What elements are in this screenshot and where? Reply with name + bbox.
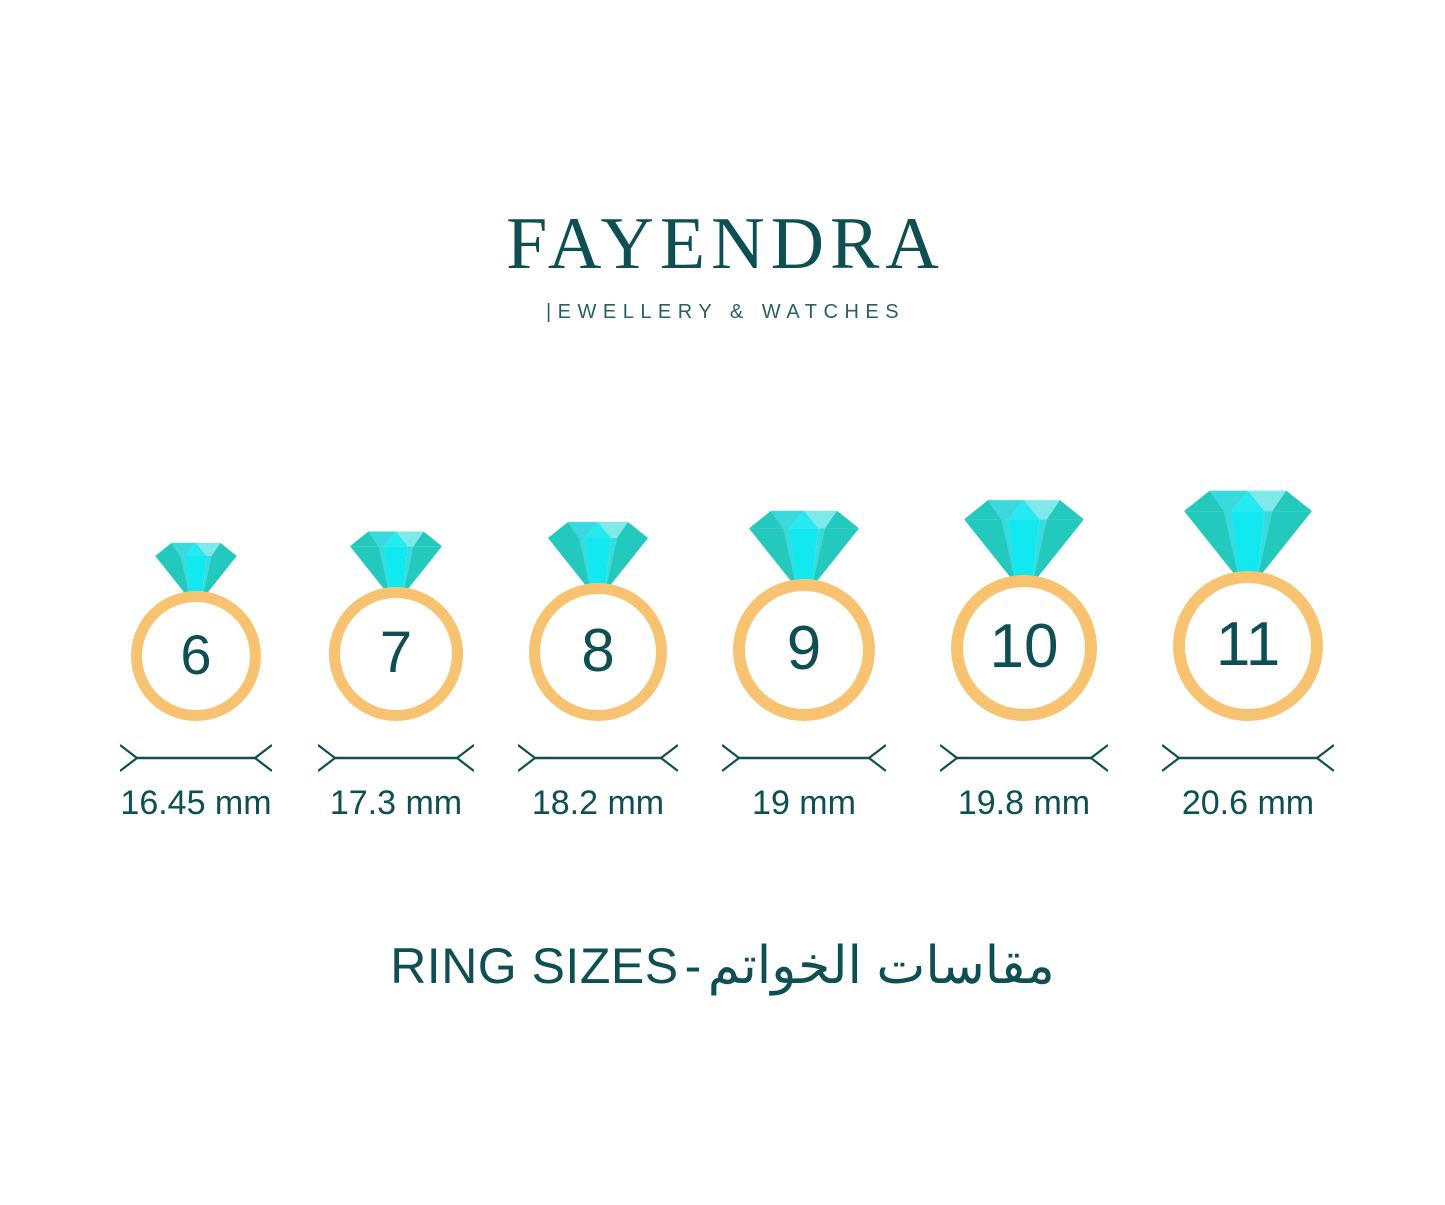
- ring-band: 8: [529, 583, 667, 721]
- diamond-gem-icon: [749, 510, 859, 588]
- ring-illustration: 6: [131, 538, 261, 721]
- ring-illustration: 11: [1173, 483, 1323, 721]
- ring-band: 9: [733, 579, 875, 721]
- dimension-arrow-line: [120, 744, 272, 772]
- diamond-gem-icon: [155, 542, 237, 600]
- diamond-gem-icon: [548, 522, 648, 592]
- dimension-arrow-line: [722, 744, 886, 772]
- ring-diameter-dimension: 19.8 mm: [940, 741, 1108, 820]
- page-title-english: RING SIZES: [390, 938, 679, 994]
- ring-size-item[interactable]: 11 20.6 mm: [1118, 483, 1378, 820]
- diamond-gem-icon: [964, 500, 1084, 584]
- ring-size-row: 6 16.45 mm: [0, 440, 1445, 820]
- ring-size-item[interactable]: 8 18.2 mm: [468, 516, 728, 820]
- dimension-arrow-line: [940, 744, 1108, 772]
- ring-illustration: 8: [529, 516, 667, 721]
- ring-band: 6: [131, 591, 261, 721]
- ring-illustration: 10: [951, 493, 1097, 721]
- ring-size-item[interactable]: 7 17.3 mm: [266, 526, 526, 820]
- ring-size-item[interactable]: 6 16.45 mm: [66, 538, 326, 820]
- dimension-arrow-line: [318, 744, 474, 772]
- ring-size-number: 9: [786, 614, 822, 683]
- brand-name: FAYENDRA: [506, 203, 945, 285]
- diamond-gem-icon: [350, 531, 442, 596]
- ring-diameter-label: 18.2 mm: [531, 784, 665, 822]
- diamond-gem-icon: [1184, 490, 1312, 580]
- dimension-arrow-line: [518, 744, 678, 772]
- ring-band: 11: [1173, 571, 1323, 721]
- ring-diameter-dimension: 16.45 mm: [120, 741, 272, 820]
- page-title-arabic: مقاسات الخواتم: [707, 937, 1055, 995]
- ring-band: 10: [951, 575, 1097, 721]
- ring-illustration: 9: [733, 504, 875, 721]
- ring-size-number: 10: [989, 612, 1059, 681]
- ring-diameter-label: 16.45 mm: [120, 784, 272, 822]
- ring-illustration: 7: [329, 526, 463, 721]
- ring-diameter-dimension: 19 mm: [722, 741, 886, 820]
- ring-size-number: 8: [581, 617, 615, 684]
- ring-diameter-dimension: 18.2 mm: [518, 741, 678, 820]
- ring-size-number: 6: [180, 623, 212, 686]
- ring-diameter-dimension: 20.6 mm: [1162, 741, 1334, 820]
- ring-diameter-label: 19.8 mm: [957, 784, 1091, 822]
- ring-band: 7: [329, 587, 463, 721]
- ring-size-item[interactable]: 10 19.8 mm: [894, 493, 1154, 820]
- page-title-separator: -: [684, 938, 702, 994]
- ring-diameter-label: 17.3 mm: [329, 784, 463, 822]
- ring-diameter-dimension: 17.3 mm: [318, 741, 474, 820]
- ring-size-item[interactable]: 9 19 mm: [674, 504, 934, 820]
- ring-size-number: 7: [379, 620, 413, 685]
- ring-diameter-label: 19 mm: [752, 784, 856, 822]
- page-title: RING SIZES - مقاسات الخواتم: [0, 937, 1445, 995]
- ring-size-number: 11: [1215, 610, 1281, 679]
- ring-diameter-label: 20.6 mm: [1181, 784, 1315, 822]
- dimension-arrow-line: [1162, 744, 1334, 772]
- brand-tagline: |EWELLERY & WATCHES: [545, 301, 906, 323]
- brand-logo: FAYENDRA |EWELLERY & WATCHES: [0, 207, 1445, 324]
